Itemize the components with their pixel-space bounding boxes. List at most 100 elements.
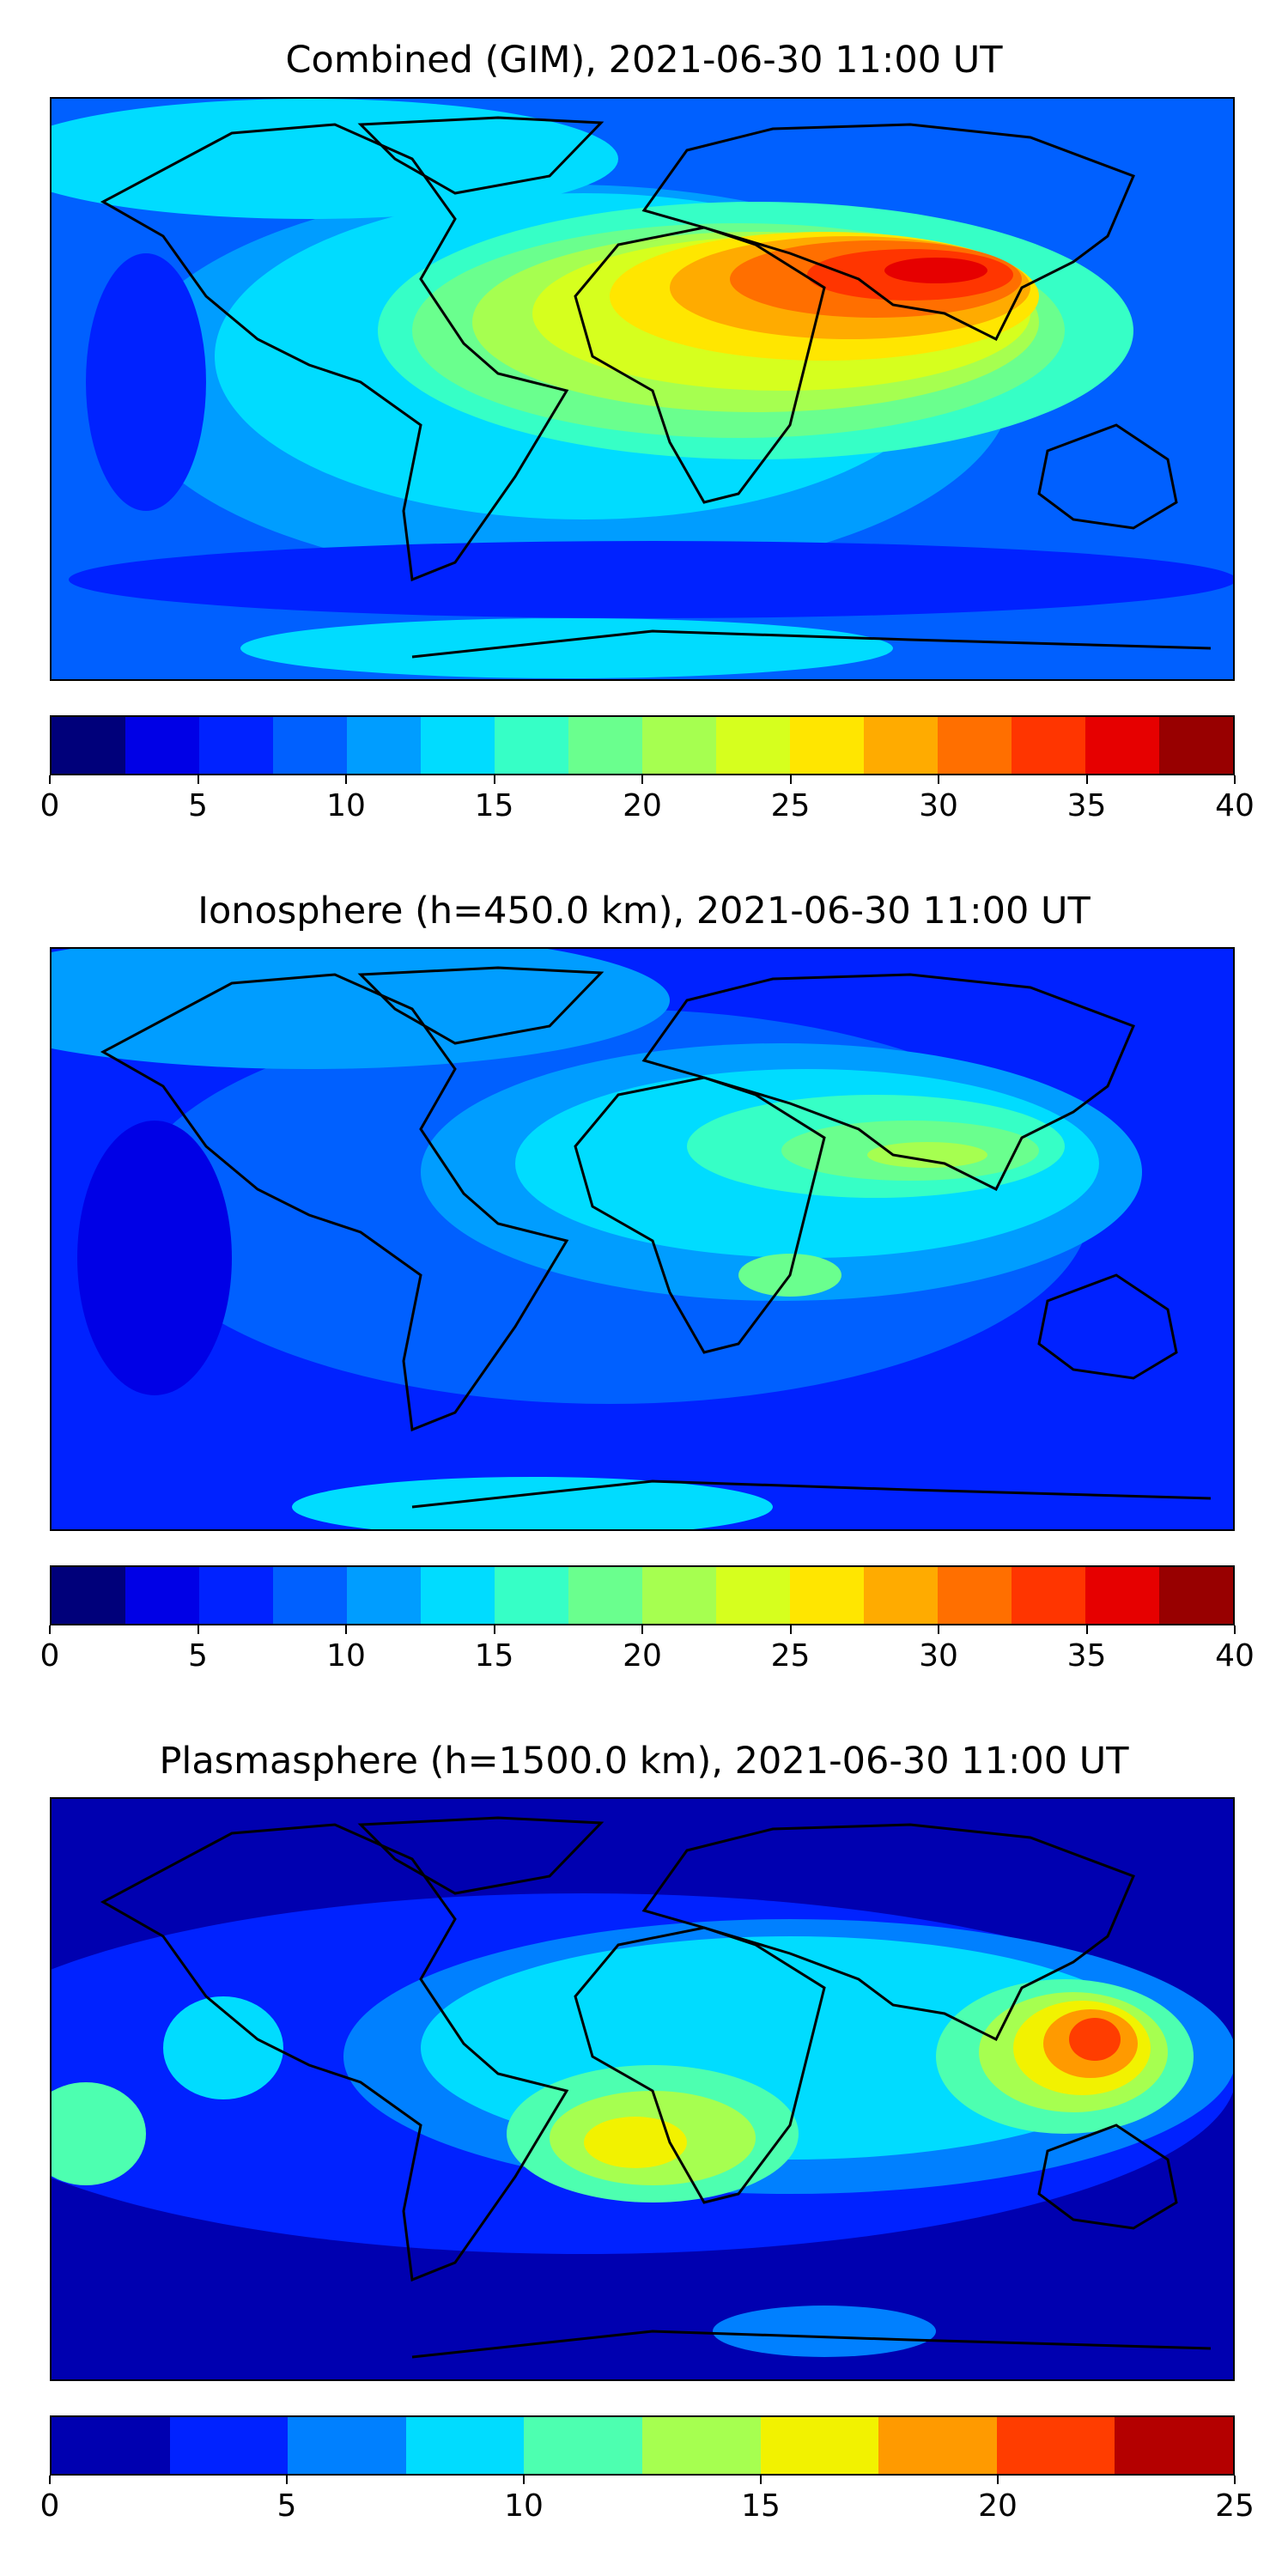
colorbar-tick-mark [641, 775, 643, 784]
map-combined [50, 97, 1235, 681]
colorbar-level [716, 1567, 790, 1624]
coastlines [100, 966, 1212, 1509]
colorbar-level [495, 1567, 568, 1624]
colorbar-tick-mark [1234, 1625, 1236, 1634]
colorbar-level [52, 2417, 170, 2474]
tec-contour [86, 253, 206, 511]
colorbar-tick-mark [49, 775, 51, 784]
colorbar-level [421, 1567, 495, 1624]
colorbar-level [1159, 717, 1233, 774]
colorbar-level [288, 2417, 406, 2474]
tec-contour [52, 2082, 146, 2185]
colorbar-level [938, 1567, 1012, 1624]
colorbar-tick-mark [641, 1625, 643, 1634]
tec-contour [867, 1142, 987, 1168]
colorbar-tick-mark [197, 775, 199, 784]
colorbar-level [864, 717, 938, 774]
colorbar-tick-label: 0 [39, 788, 60, 823]
colorbar-tick-label: 10 [504, 2488, 544, 2524]
map-ionosphere [50, 947, 1235, 1531]
colorbar-level [421, 717, 495, 774]
colorbar-tick-label: 40 [1215, 788, 1255, 823]
tec-contour [163, 1996, 283, 2099]
colorbar-tick-label: 10 [326, 1638, 366, 1674]
colorbar-level [273, 717, 347, 774]
panel-title-plasmasphere: Plasmasphere (h=1500.0 km), 2021-06-30 1… [159, 1740, 1129, 1783]
colorbar-tick-mark [1234, 775, 1236, 784]
colorbar-tick-mark [1234, 2476, 1236, 2484]
colorbar-level [52, 717, 125, 774]
colorbar-tick-mark [345, 1625, 347, 1634]
colorbar-level [125, 717, 199, 774]
colorbar-level [642, 1567, 716, 1624]
tec-contour [77, 1121, 232, 1395]
colorbar-tick-mark [760, 2476, 762, 2484]
colorbar-level [790, 1567, 864, 1624]
colorbar-level [864, 1567, 938, 1624]
colorbar-level [716, 717, 790, 774]
tec-contour [584, 2117, 687, 2168]
colorbar-level [878, 2417, 997, 2474]
colorbar-tick-label: 25 [1215, 2488, 1255, 2524]
colorbar-tick-label: 15 [474, 1638, 514, 1674]
colorbar-level [790, 717, 864, 774]
coastlines [100, 1816, 1212, 2359]
colorbar-level [1085, 1567, 1159, 1624]
colorbar-tick-label: 25 [770, 788, 811, 823]
colorbar-level [1012, 1567, 1085, 1624]
colorbar-tick-label: 10 [326, 788, 366, 823]
colorbar-level [1085, 717, 1159, 774]
colorbar-tick-mark [493, 775, 495, 784]
colorbar-level [568, 1567, 642, 1624]
colorbar-plasmasphere [50, 2415, 1235, 2476]
tec-contour [713, 2306, 936, 2357]
colorbar-tick-label: 5 [276, 2488, 297, 2524]
colorbar-tick-mark [523, 2476, 525, 2484]
colorbar-tick-label: 35 [1066, 788, 1107, 823]
colorbar-tick-mark [1085, 1625, 1088, 1634]
panel-title-combined: Combined (GIM), 2021-06-30 11:00 UT [285, 39, 1003, 82]
tec-contour [884, 258, 987, 283]
colorbar-level [760, 2417, 879, 2474]
colorbar-tick-label: 20 [978, 2488, 1018, 2524]
colorbar-tick-label: 30 [919, 1638, 958, 1674]
colorbar-tick-label: 15 [741, 2488, 781, 2524]
colorbar-tick-label: 15 [474, 788, 514, 823]
colorbar-tick-mark [938, 1625, 939, 1634]
colorbar-level [347, 1567, 421, 1624]
colorbar-tick-label: 5 [188, 1638, 208, 1674]
colorbar-level [1115, 2417, 1233, 2474]
colorbar-tick-mark [938, 775, 939, 784]
colorbar-level [568, 717, 642, 774]
colorbar-level [273, 1567, 347, 1624]
colorbar-tick-mark [789, 1625, 792, 1634]
map-plasmasphere [50, 1797, 1235, 2381]
colorbar-ionosphere [50, 1565, 1235, 1625]
colorbar-tick-label: 0 [39, 2488, 60, 2524]
colorbar-tick-mark [1085, 775, 1088, 784]
colorbar-tick-label: 5 [188, 788, 208, 823]
colorbar-level [641, 2417, 761, 2474]
colorbar-tick-mark [493, 1625, 495, 1634]
colorbar-level [1159, 1567, 1233, 1624]
colorbar-tick-label: 0 [39, 1638, 60, 1674]
colorbar-level [495, 717, 568, 774]
colorbar-combined [50, 715, 1235, 775]
colorbar-tick-label: 35 [1066, 1638, 1107, 1674]
colorbar-level [1012, 717, 1085, 774]
coastlines [100, 116, 1212, 659]
panel-title-ionosphere: Ionosphere (h=450.0 km), 2021-06-30 11:0… [197, 890, 1091, 933]
colorbar-tick-mark [197, 1625, 199, 1634]
colorbar-level [996, 2417, 1115, 2474]
colorbar-level [347, 717, 421, 774]
colorbar-tick-label: 40 [1215, 1638, 1255, 1674]
colorbar-tick-mark [997, 2476, 999, 2484]
colorbar-tick-mark [49, 1625, 51, 1634]
colorbar-level [52, 1567, 125, 1624]
colorbar-level [938, 717, 1012, 774]
tec-contour [1069, 2018, 1121, 2061]
colorbar-tick-mark [789, 775, 792, 784]
colorbar-tick-label: 30 [919, 788, 958, 823]
colorbar-level [642, 717, 716, 774]
colorbar-level [405, 2417, 525, 2474]
